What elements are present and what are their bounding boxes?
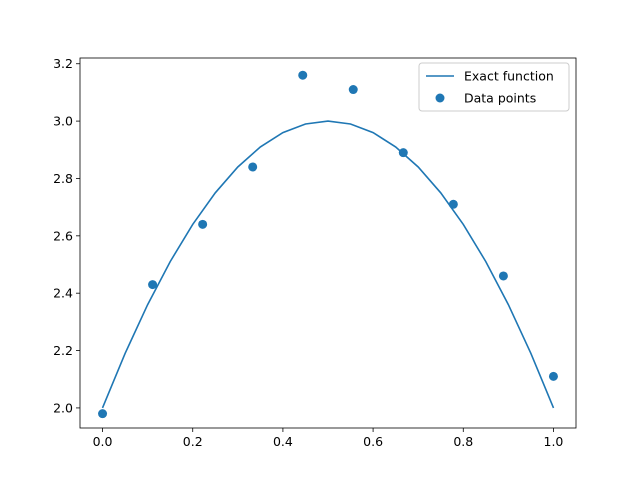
x-tick-label: 0.2: [183, 434, 203, 449]
x-tick-label: 1.0: [544, 434, 564, 449]
legend-label-exact-function: Exact function: [464, 69, 554, 84]
y-tick-label: 2.2: [53, 343, 73, 358]
legend: Exact function Data points: [418, 62, 570, 112]
data-point: [198, 219, 208, 229]
plot-frame: [79, 57, 577, 429]
data-point: [448, 199, 458, 209]
y-tick-label: 2.6: [53, 228, 73, 243]
data-point: [398, 148, 408, 158]
y-tick-label: 2.0: [53, 400, 73, 415]
data-point: [248, 162, 258, 172]
y-tick-label: 3.0: [53, 114, 73, 129]
y-tick-label: 3.2: [53, 56, 73, 71]
legend-box: [418, 62, 570, 112]
data-point: [148, 280, 158, 290]
legend-marker-swatch: [435, 93, 445, 103]
legend-label-data-points: Data points: [464, 91, 536, 106]
data-point: [298, 70, 308, 80]
data-point: [348, 85, 358, 95]
data-point: [548, 371, 558, 381]
data-point: [498, 271, 508, 281]
exact-function-line: [101, 120, 555, 409]
x-tick-label: 0.0: [93, 434, 113, 449]
y-tick-label: 2.4: [53, 286, 73, 301]
plot-area: [80, 58, 576, 428]
y-tick-label: 2.8: [53, 171, 73, 186]
x-tick-label: 0.6: [363, 434, 383, 449]
y-axis: 2.0 2.2 2.4 2.6 2.8 3.0 3.2: [53, 56, 80, 415]
x-tick-label: 0.4: [273, 434, 293, 449]
series-layer: [98, 70, 558, 419]
data-point: [98, 409, 108, 419]
x-tick-label: 0.8: [453, 434, 473, 449]
x-axis: 0.0 0.2 0.4 0.6 0.8 1.0: [93, 428, 564, 449]
